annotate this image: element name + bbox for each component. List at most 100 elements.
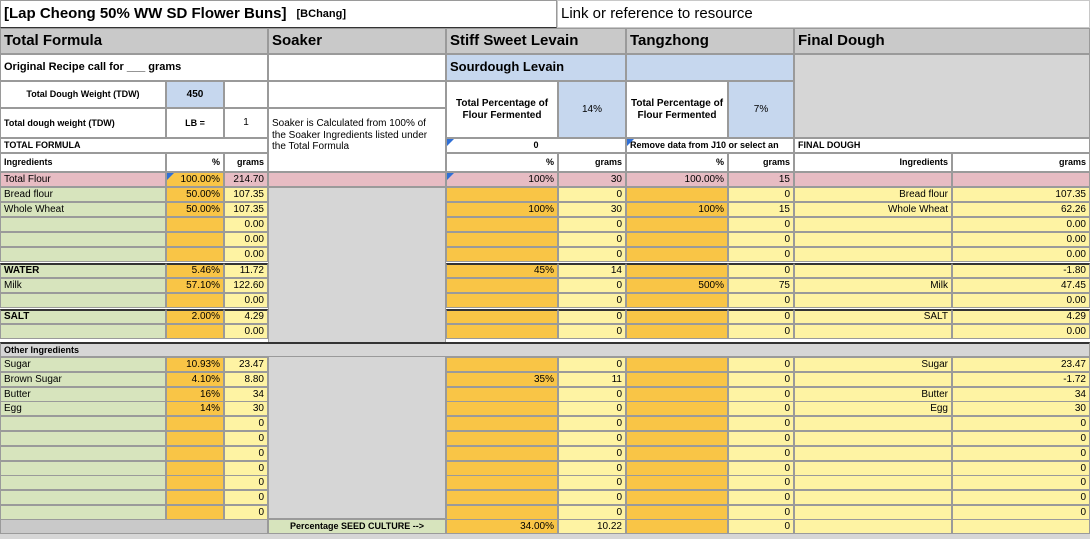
total-flour-pct[interactable]: 100.00% bbox=[166, 172, 224, 187]
row-17-fd-g[interactable]: 0 bbox=[952, 461, 1090, 476]
row-18-name[interactable] bbox=[0, 475, 166, 490]
row-0-pct[interactable]: 50.00% bbox=[166, 187, 224, 202]
row-5-pct[interactable]: 5.46% bbox=[166, 263, 224, 278]
row-10-tz-g[interactable]: 0 bbox=[728, 357, 794, 372]
row-14-name[interactable] bbox=[0, 416, 166, 431]
row-4-grams[interactable]: 0.00 bbox=[224, 247, 268, 262]
row-15-fd-name[interactable] bbox=[794, 431, 952, 446]
row-17-grams[interactable]: 0 bbox=[224, 461, 268, 476]
row-12-lev-pct[interactable] bbox=[446, 387, 558, 402]
row-1-fd-g[interactable]: 62.26 bbox=[952, 202, 1090, 217]
row-4-pct[interactable] bbox=[166, 247, 224, 262]
row-15-lev-g[interactable]: 0 bbox=[558, 431, 626, 446]
row-11-fd-name[interactable] bbox=[794, 372, 952, 387]
row-17-lev-g[interactable]: 0 bbox=[558, 461, 626, 476]
row-18-fd-g[interactable]: 0 bbox=[952, 475, 1090, 490]
row-2-pct[interactable] bbox=[166, 217, 224, 232]
row-16-tz-pct[interactable] bbox=[626, 446, 728, 461]
row-11-lev-g[interactable]: 11 bbox=[558, 372, 626, 387]
row-11-pct[interactable]: 4.10% bbox=[166, 372, 224, 387]
row-15-tz-pct[interactable] bbox=[626, 431, 728, 446]
final-footer-grams[interactable] bbox=[952, 519, 1090, 534]
row-11-lev-pct[interactable]: 35% bbox=[446, 372, 558, 387]
row-6-fd-g[interactable]: 47.45 bbox=[952, 278, 1090, 293]
row-9-tz-g[interactable]: 0 bbox=[728, 324, 794, 339]
row-5-fd-name[interactable] bbox=[794, 263, 952, 278]
row-20-pct[interactable] bbox=[166, 505, 224, 520]
row-0-tz-g[interactable]: 0 bbox=[728, 187, 794, 202]
row-19-tz-pct[interactable] bbox=[626, 490, 728, 505]
row-12-tz-g[interactable]: 0 bbox=[728, 387, 794, 402]
row-19-lev-pct[interactable] bbox=[446, 490, 558, 505]
final-total-flour-grams[interactable] bbox=[952, 172, 1090, 187]
row-8-fd-name[interactable]: SALT bbox=[794, 309, 952, 324]
tdw-blank[interactable] bbox=[224, 81, 268, 108]
row-5-grams[interactable]: 11.72 bbox=[224, 263, 268, 278]
row-20-tz-pct[interactable] bbox=[626, 505, 728, 520]
row-18-lev-g[interactable]: 0 bbox=[558, 475, 626, 490]
row-0-name[interactable]: Bread flour bbox=[0, 187, 166, 202]
row-2-grams[interactable]: 0.00 bbox=[224, 217, 268, 232]
row-13-lev-pct[interactable] bbox=[446, 401, 558, 416]
row-7-grams[interactable]: 0.00 bbox=[224, 293, 268, 308]
row-10-fd-name[interactable]: Sugar bbox=[794, 357, 952, 372]
row-18-pct[interactable] bbox=[166, 475, 224, 490]
row-5-lev-g[interactable]: 14 bbox=[558, 263, 626, 278]
row-5-tz-g[interactable]: 0 bbox=[728, 263, 794, 278]
row-3-tz-pct[interactable] bbox=[626, 232, 728, 247]
row-4-tz-pct[interactable] bbox=[626, 247, 728, 262]
row-9-grams[interactable]: 0.00 bbox=[224, 324, 268, 339]
row-4-tz-g[interactable]: 0 bbox=[728, 247, 794, 262]
row-12-grams[interactable]: 34 bbox=[224, 387, 268, 402]
row-17-fd-name[interactable] bbox=[794, 461, 952, 476]
row-2-lev-pct[interactable] bbox=[446, 217, 558, 232]
row-7-tz-pct[interactable] bbox=[626, 293, 728, 308]
row-10-tz-pct[interactable] bbox=[626, 357, 728, 372]
row-0-lev-g[interactable]: 0 bbox=[558, 187, 626, 202]
row-12-name[interactable]: Butter bbox=[0, 387, 166, 402]
row-17-tz-pct[interactable] bbox=[626, 461, 728, 476]
footer-blank[interactable] bbox=[0, 519, 268, 534]
row-19-name[interactable] bbox=[0, 490, 166, 505]
row-17-lev-pct[interactable] bbox=[446, 461, 558, 476]
row-8-name[interactable]: SALT bbox=[0, 309, 166, 324]
row-15-tz-g[interactable]: 0 bbox=[728, 431, 794, 446]
row-20-lev-pct[interactable] bbox=[446, 505, 558, 520]
row-8-fd-g[interactable]: 4.29 bbox=[952, 309, 1090, 324]
row-10-name[interactable]: Sugar bbox=[0, 357, 166, 372]
row-20-lev-g[interactable]: 0 bbox=[558, 505, 626, 520]
row-7-fd-g[interactable]: 0.00 bbox=[952, 293, 1090, 308]
seed-culture-grams[interactable]: 10.22 bbox=[558, 519, 626, 534]
row-13-fd-name[interactable]: Egg bbox=[794, 401, 952, 416]
row-11-tz-pct[interactable] bbox=[626, 372, 728, 387]
row-19-tz-g[interactable]: 0 bbox=[728, 490, 794, 505]
row-19-lev-g[interactable]: 0 bbox=[558, 490, 626, 505]
row-1-pct[interactable]: 50.00% bbox=[166, 202, 224, 217]
row-20-fd-g[interactable]: 0 bbox=[952, 505, 1090, 520]
row-2-fd-g[interactable]: 0.00 bbox=[952, 217, 1090, 232]
row-13-tz-pct[interactable] bbox=[626, 401, 728, 416]
soaker-blank[interactable] bbox=[268, 54, 446, 81]
row-13-tz-g[interactable]: 0 bbox=[728, 401, 794, 416]
resource-link-cell[interactable]: Link or reference to resource bbox=[557, 0, 1090, 28]
final-total-flour-name[interactable] bbox=[794, 172, 952, 187]
row-6-lev-g[interactable]: 0 bbox=[558, 278, 626, 293]
row-14-lev-pct[interactable] bbox=[446, 416, 558, 431]
row-2-tz-g[interactable]: 0 bbox=[728, 217, 794, 232]
total-flour-grams[interactable]: 214.70 bbox=[224, 172, 268, 187]
row-7-lev-g[interactable]: 0 bbox=[558, 293, 626, 308]
row-20-fd-name[interactable] bbox=[794, 505, 952, 520]
seed-culture-pct[interactable]: 34.00% bbox=[446, 519, 558, 534]
row-9-lev-pct[interactable] bbox=[446, 324, 558, 339]
row-4-fd-name[interactable] bbox=[794, 247, 952, 262]
row-7-lev-pct[interactable] bbox=[446, 293, 558, 308]
row-8-lev-pct[interactable] bbox=[446, 309, 558, 324]
tangzhong-total-flour-grams[interactable]: 15 bbox=[728, 172, 794, 187]
header-final-dough[interactable]: Final Dough bbox=[794, 28, 1090, 54]
row-16-lev-pct[interactable] bbox=[446, 446, 558, 461]
row-14-tz-g[interactable]: 0 bbox=[728, 416, 794, 431]
row-12-lev-g[interactable]: 0 bbox=[558, 387, 626, 402]
row-3-tz-g[interactable]: 0 bbox=[728, 232, 794, 247]
row-18-tz-g[interactable]: 0 bbox=[728, 475, 794, 490]
row-14-grams[interactable]: 0 bbox=[224, 416, 268, 431]
